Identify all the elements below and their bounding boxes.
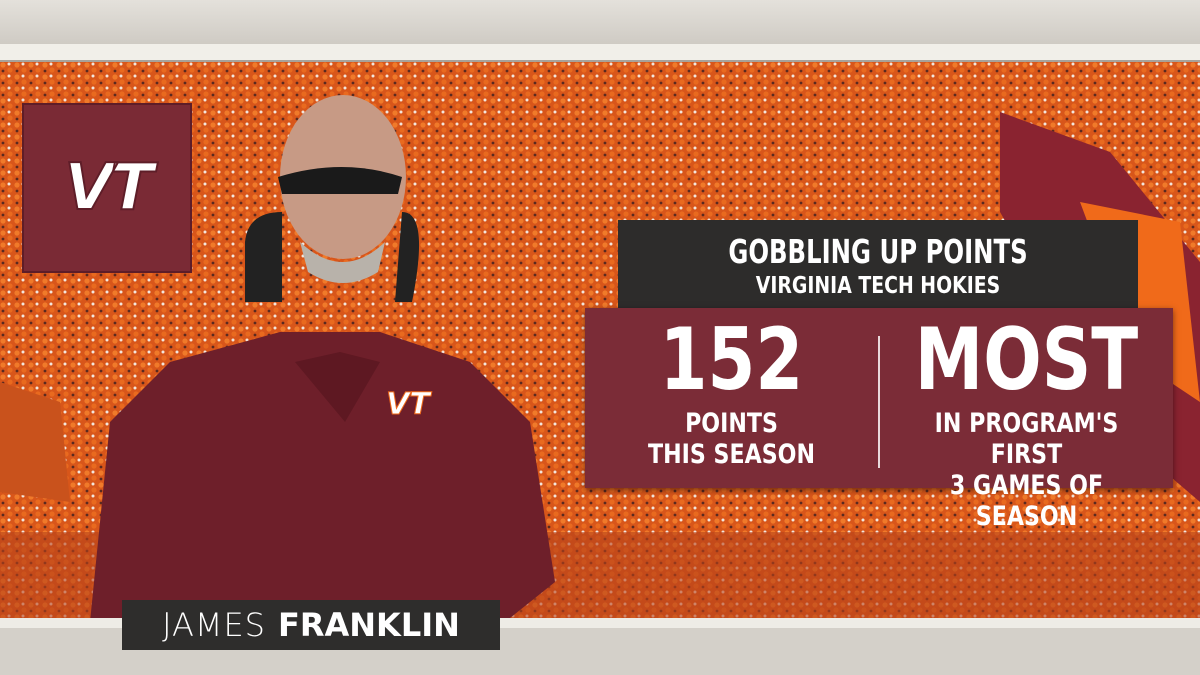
- last-name: FRANKLIN: [277, 606, 460, 644]
- divider: [878, 336, 880, 468]
- stat-label: POINTS: [685, 408, 778, 439]
- stat-label: 3 GAMES OF SEASON: [949, 470, 1104, 532]
- subtitle: VIRGINIA TECH HOKIES: [755, 273, 1001, 299]
- coach: VT: [90, 95, 555, 618]
- top-bar: [0, 0, 1200, 44]
- stat-panel: 152 POINTS THIS SEASON MOST IN PROGRAM'S…: [585, 308, 1173, 532]
- stat-value: MOST: [914, 310, 1139, 410]
- first-name: JAMES: [162, 606, 266, 644]
- team-logo: VT: [22, 103, 192, 273]
- name-plate: JAMES FRANKLIN: [122, 600, 500, 650]
- stat-value: 152: [659, 310, 804, 410]
- stat: MOST IN PROGRAM'S FIRST 3 GAMES OF SEASO…: [880, 308, 1173, 532]
- title: GOBBLING UP POINTS: [728, 232, 1028, 271]
- stat-header: GOBBLING UP POINTS VIRGINIA TECH HOKIES: [618, 220, 1138, 308]
- frame: [0, 44, 1200, 62]
- stat-label: IN PROGRAM'S FIRST: [934, 408, 1119, 470]
- stat: 152 POINTS THIS SEASON: [585, 308, 878, 488]
- shirt-logo: VT: [386, 387, 432, 422]
- stat-label: THIS SEASON: [647, 439, 816, 470]
